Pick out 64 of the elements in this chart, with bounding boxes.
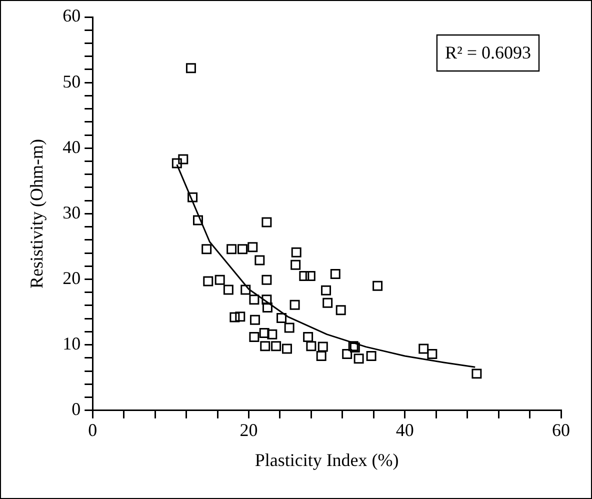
point (306, 341, 316, 352)
x-tick-label: 0 (88, 420, 98, 440)
point (262, 302, 272, 312)
point (172, 158, 182, 168)
y-tick-label: 60 (62, 6, 81, 26)
y-axis-title: Resistivity (Ohm-m) (26, 138, 47, 288)
point (267, 329, 278, 340)
point (248, 242, 258, 252)
point (178, 154, 188, 164)
point (214, 274, 225, 285)
point (322, 298, 333, 308)
y-tick-label: 30 (62, 202, 81, 222)
point (260, 341, 270, 352)
point (299, 270, 310, 281)
point (276, 312, 287, 323)
y-tick-label: 10 (62, 334, 81, 354)
point (354, 354, 364, 364)
point (193, 215, 203, 226)
point (235, 312, 246, 322)
point (316, 350, 326, 361)
point (226, 244, 237, 254)
point (372, 280, 383, 291)
point (303, 332, 314, 342)
x-tick-label: 40 (396, 420, 414, 440)
point (240, 284, 251, 295)
point (259, 328, 270, 338)
point (472, 368, 482, 379)
point (262, 217, 272, 228)
point (202, 244, 212, 254)
point (203, 276, 214, 286)
point (366, 350, 376, 361)
x-tick-label: 20 (240, 420, 258, 440)
x-axis-title: Plasticity Index (%) (254, 450, 399, 470)
point (427, 349, 438, 360)
y-tick-label: 0 (72, 399, 81, 420)
point (262, 274, 272, 285)
point (305, 270, 316, 281)
point (330, 269, 340, 280)
x-tick-label: 60 (552, 420, 570, 440)
point (230, 312, 240, 322)
point (342, 349, 352, 360)
point (249, 332, 260, 342)
annotation: R² = 0.6093 (444, 42, 532, 63)
point (282, 344, 292, 354)
point (321, 285, 332, 296)
point (336, 305, 346, 316)
y-tick-label: 20 (62, 268, 81, 288)
point (254, 255, 265, 266)
point (249, 294, 260, 305)
point (290, 260, 301, 270)
point (223, 284, 234, 295)
point (290, 300, 300, 310)
point (318, 342, 328, 352)
point (262, 294, 272, 305)
point (237, 244, 248, 254)
point (418, 344, 429, 354)
point (284, 322, 294, 333)
y-tick-label: 40 (62, 136, 81, 157)
point (271, 341, 282, 352)
point (250, 314, 260, 325)
point (186, 63, 196, 74)
point (188, 192, 198, 202)
y-tick-label: 50 (62, 71, 81, 92)
point (291, 247, 302, 258)
